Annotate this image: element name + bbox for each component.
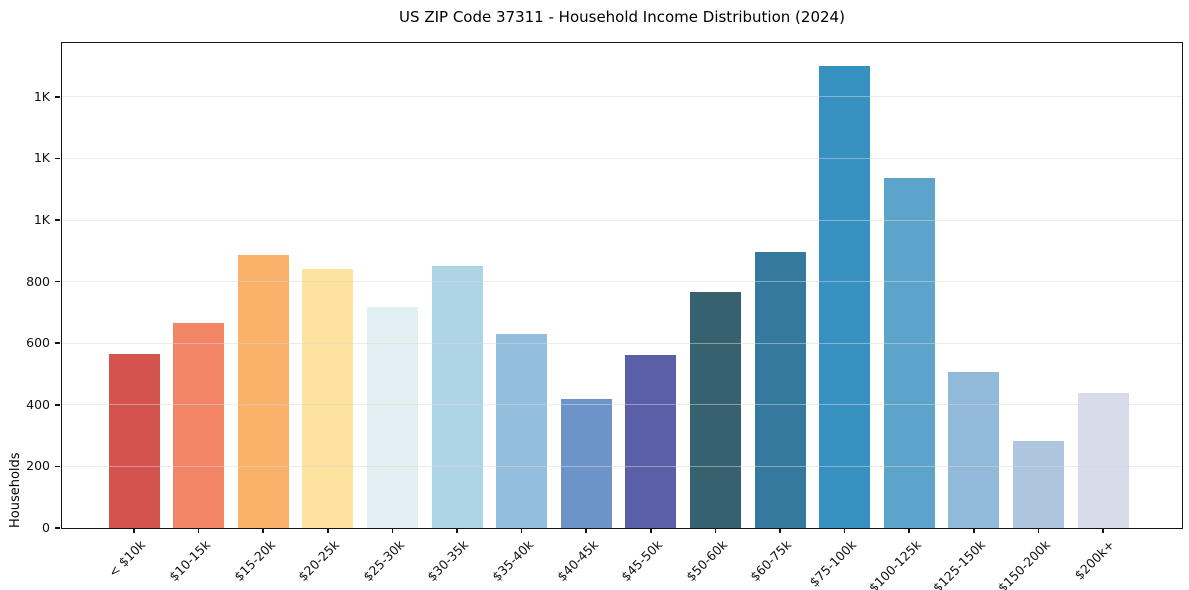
x-tick-mark: [133, 528, 135, 533]
bar-14: [1012, 441, 1064, 528]
y-tick-mark: [55, 157, 60, 160]
bar-12: [883, 177, 935, 528]
x-tick-mark: [456, 528, 458, 533]
y-tick-mark: [55, 527, 60, 529]
x-tick-label: $45-50k: [618, 537, 666, 585]
bar-8: [625, 355, 677, 528]
x-tick-label: $30-35k: [424, 537, 472, 585]
x-tick-label: $35-40k: [489, 537, 537, 585]
bar-13: [948, 372, 1000, 528]
x-tick-label: $125-150k: [930, 537, 989, 590]
bar-3: [302, 269, 354, 528]
bar-4: [366, 307, 418, 528]
plot-area: 0 200 400 600 800 1K 1K 1K < $10k $10-15k $15-20k $…: [26, 43, 1182, 590]
gridline-1000: [62, 219, 1182, 221]
x-tick-mark: [1037, 528, 1040, 533]
y-tick-label: 1K: [33, 212, 50, 228]
y-tick-label: 400: [26, 396, 50, 412]
y-tick-label: 600: [26, 335, 50, 351]
bar-10: [754, 252, 806, 528]
bar-1: [173, 323, 225, 528]
gridline-800: [62, 281, 1182, 283]
x-tick-mark: [327, 528, 329, 533]
x-tick-label: $20-25k: [295, 537, 343, 585]
y-tick-label: 0: [42, 520, 50, 535]
chart-title: US ZIP Code 37311 - Household Income Dis…: [399, 8, 845, 26]
x-tick-mark: [973, 528, 975, 533]
x-tick-label: $200k+: [1071, 537, 1118, 583]
gridline-1400: [62, 96, 1182, 98]
x-tick-label: $40-45k: [553, 537, 601, 585]
bar-2: [237, 254, 289, 528]
x-tick-mark: [650, 528, 652, 533]
x-tick-mark: [262, 528, 264, 533]
x-tick-mark: [1102, 528, 1104, 533]
y-tick-mark: [55, 404, 60, 406]
bar-5: [431, 265, 483, 528]
x-tick-mark: [197, 528, 200, 533]
x-tick-mark: [843, 528, 846, 533]
x-tick-label: $10-15k: [166, 537, 214, 585]
bar-9: [689, 291, 741, 528]
bar-6: [496, 334, 548, 528]
x-tick-mark: [714, 528, 717, 533]
bar-0: [108, 354, 160, 528]
bar-11: [819, 66, 871, 528]
y-tick-mark: [55, 342, 60, 344]
y-tick-mark: [55, 465, 60, 468]
bar-7: [560, 398, 612, 528]
gridline-400: [62, 404, 1182, 406]
y-tick-label: 1K: [33, 150, 50, 166]
x-tick-label: $100-125k: [865, 537, 924, 590]
x-tick-mark: [391, 528, 394, 533]
y-tick-label: 1K: [33, 88, 50, 104]
gridline-600: [62, 342, 1182, 344]
x-tick-label: < $10k: [105, 537, 149, 580]
x-tick-label: $25-30k: [359, 537, 407, 585]
x-tick-label: $15-20k: [230, 537, 278, 585]
y-tick-label: 200: [26, 458, 50, 474]
y-tick-mark: [55, 219, 60, 221]
y-tick-mark: [55, 280, 60, 283]
x-tick-mark: [779, 528, 781, 533]
x-tick-label: $75-100k: [806, 537, 860, 590]
x-tick-mark: [520, 528, 523, 533]
y-tick-label: 800: [26, 273, 50, 289]
x-tick-label: $60-75k: [747, 537, 795, 585]
x-tick-mark: [908, 528, 910, 533]
x-tick-label: $150-200k: [994, 537, 1053, 590]
gridline-1200: [62, 157, 1182, 159]
x-tick-label: $50-60k: [682, 537, 730, 585]
bar-15: [1077, 393, 1129, 528]
y-tick-mark: [55, 96, 60, 98]
x-tick-mark: [585, 528, 587, 533]
gridline-200: [62, 465, 1182, 467]
